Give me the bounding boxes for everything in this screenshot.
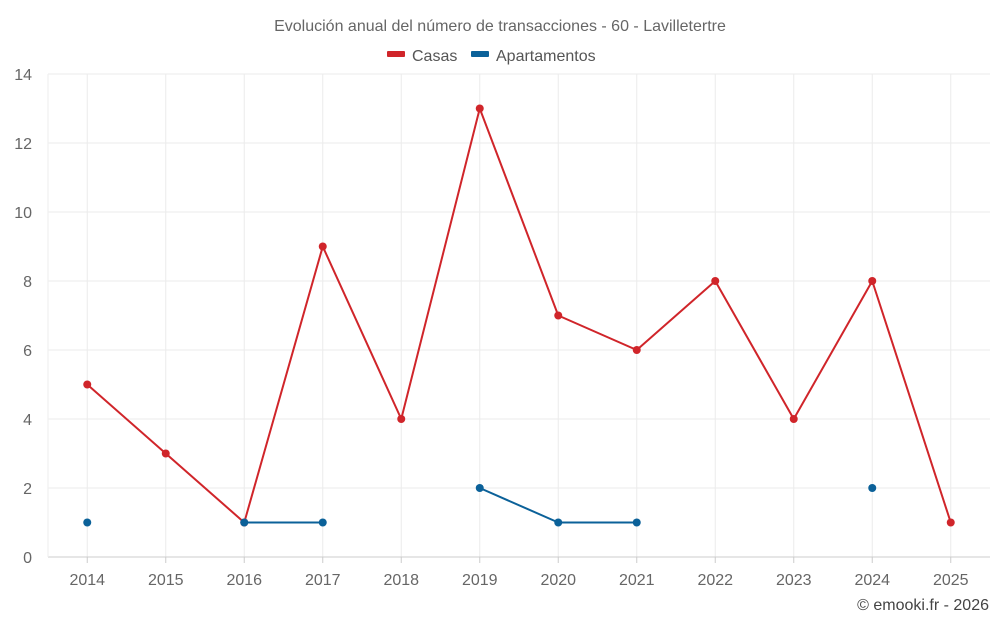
legend-item-apartamentos[interactable]: Apartamentos: [471, 48, 596, 65]
y-tick-label: 12: [14, 136, 32, 153]
y-tick-label: 14: [14, 67, 32, 84]
y-tick-label: 6: [23, 343, 32, 360]
y-tick-label: 4: [23, 412, 32, 429]
data-point-apartamentos[interactable]: [83, 518, 92, 527]
legend-item-casas[interactable]: Casas: [387, 48, 457, 65]
data-point-casas[interactable]: [83, 380, 92, 389]
x-tick-label: 2020: [540, 572, 576, 589]
y-tick-label: 0: [23, 550, 32, 567]
y-tick-label: 2: [23, 481, 32, 498]
data-point-apartamentos[interactable]: [632, 518, 641, 527]
legend-label-apartamentos: Apartamentos: [496, 48, 596, 65]
y-tick-label: 8: [23, 274, 32, 291]
data-point-casas[interactable]: [946, 518, 955, 527]
x-tick-label: 2024: [854, 572, 890, 589]
legend: Casas Apartamentos: [387, 48, 596, 65]
legend-swatch-apartamentos: [471, 51, 489, 57]
chart-title: Evolución anual del número de transaccio…: [274, 18, 726, 35]
legend-label-casas: Casas: [412, 48, 457, 65]
x-tick-label: 2019: [462, 572, 498, 589]
data-point-casas[interactable]: [789, 415, 798, 423]
data-point-casas[interactable]: [397, 415, 406, 423]
data-point-casas[interactable]: [161, 449, 170, 458]
x-tick-label: 2014: [69, 572, 105, 589]
data-point-apartamentos[interactable]: [554, 518, 563, 527]
data-point-apartamentos[interactable]: [318, 518, 327, 527]
data-point-casas[interactable]: [475, 104, 484, 113]
data-point-apartamentos[interactable]: [868, 484, 877, 492]
x-tick-label: 2021: [619, 572, 655, 589]
x-tick-label: 2017: [305, 572, 341, 589]
x-tick-label: 2025: [933, 572, 969, 589]
data-point-casas[interactable]: [868, 277, 877, 285]
legend-swatch-casas: [387, 51, 405, 57]
y-tick-label: 10: [14, 205, 32, 222]
series-line-casas: [86, 107, 952, 524]
data-point-apartamentos[interactable]: [475, 484, 484, 492]
grid: [48, 73, 990, 557]
credit-text: © emooki.fr - 2026: [857, 597, 989, 614]
data-point-casas[interactable]: [554, 311, 563, 320]
data-point-apartamentos[interactable]: [240, 518, 249, 527]
x-tick-label: 2018: [383, 572, 419, 589]
series-apartamentos: [83, 484, 877, 527]
axes: 0 2 4 6 8 10 12 14 2014 2015 2016 2017 2018 2019 2020 2…: [14, 67, 990, 589]
x-tick-label: 2016: [226, 572, 262, 589]
data-point-casas[interactable]: [632, 346, 641, 354]
series: [83, 104, 955, 527]
x-tick-label: 2022: [697, 572, 733, 589]
data-point-casas[interactable]: [318, 242, 327, 251]
data-point-casas[interactable]: [711, 277, 720, 285]
x-tick-label: 2015: [148, 572, 184, 589]
series-casas: [83, 104, 955, 527]
x-tick-label: 2023: [776, 572, 812, 589]
